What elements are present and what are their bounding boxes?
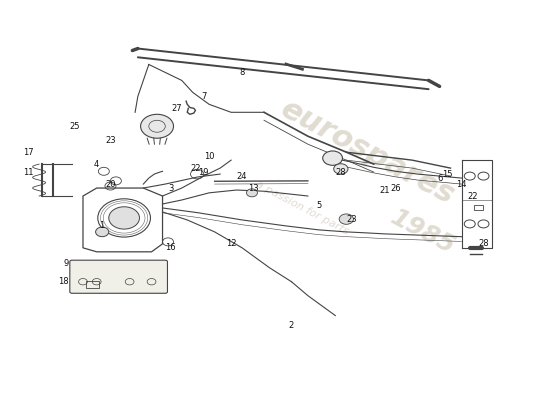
Text: 5: 5 bbox=[316, 202, 322, 210]
Text: 12: 12 bbox=[226, 239, 236, 248]
Text: eurospares: eurospares bbox=[276, 94, 460, 210]
Text: 15: 15 bbox=[443, 170, 453, 178]
Text: 4: 4 bbox=[94, 160, 100, 169]
Text: 25: 25 bbox=[69, 122, 80, 131]
Text: 7: 7 bbox=[201, 92, 206, 101]
Text: 16: 16 bbox=[166, 243, 176, 252]
Circle shape bbox=[334, 164, 348, 174]
Circle shape bbox=[246, 189, 257, 197]
Text: 10: 10 bbox=[204, 152, 215, 161]
Circle shape bbox=[141, 114, 173, 138]
Circle shape bbox=[323, 151, 343, 165]
Text: 3: 3 bbox=[168, 184, 173, 192]
Circle shape bbox=[96, 227, 109, 237]
FancyBboxPatch shape bbox=[70, 260, 167, 293]
Text: 1985: 1985 bbox=[387, 205, 459, 259]
Text: 13: 13 bbox=[248, 184, 258, 192]
Text: 21: 21 bbox=[379, 186, 390, 194]
Text: 2: 2 bbox=[289, 321, 294, 330]
Text: 6: 6 bbox=[437, 174, 442, 182]
Bar bbox=[86, 280, 100, 288]
Text: 18: 18 bbox=[58, 277, 69, 286]
Text: 17: 17 bbox=[23, 148, 34, 157]
Text: 8: 8 bbox=[239, 68, 245, 77]
Text: 14: 14 bbox=[456, 180, 467, 188]
Text: 11: 11 bbox=[23, 168, 34, 176]
Text: 20: 20 bbox=[105, 180, 115, 188]
Text: 19: 19 bbox=[199, 168, 209, 176]
Text: 9: 9 bbox=[64, 259, 69, 268]
Circle shape bbox=[109, 207, 140, 229]
Text: 22: 22 bbox=[468, 192, 478, 200]
Text: 26: 26 bbox=[390, 184, 401, 192]
Text: a passion for parts: a passion for parts bbox=[254, 179, 350, 237]
Text: 28: 28 bbox=[478, 239, 489, 248]
Text: 27: 27 bbox=[171, 104, 182, 113]
Text: 23: 23 bbox=[105, 136, 115, 145]
Text: 22: 22 bbox=[190, 164, 201, 173]
Text: 28: 28 bbox=[336, 168, 346, 176]
Text: 23: 23 bbox=[346, 216, 357, 224]
Text: 1: 1 bbox=[100, 222, 105, 230]
Text: 24: 24 bbox=[237, 172, 248, 180]
Bar bbox=[474, 205, 483, 210]
Circle shape bbox=[339, 214, 354, 224]
